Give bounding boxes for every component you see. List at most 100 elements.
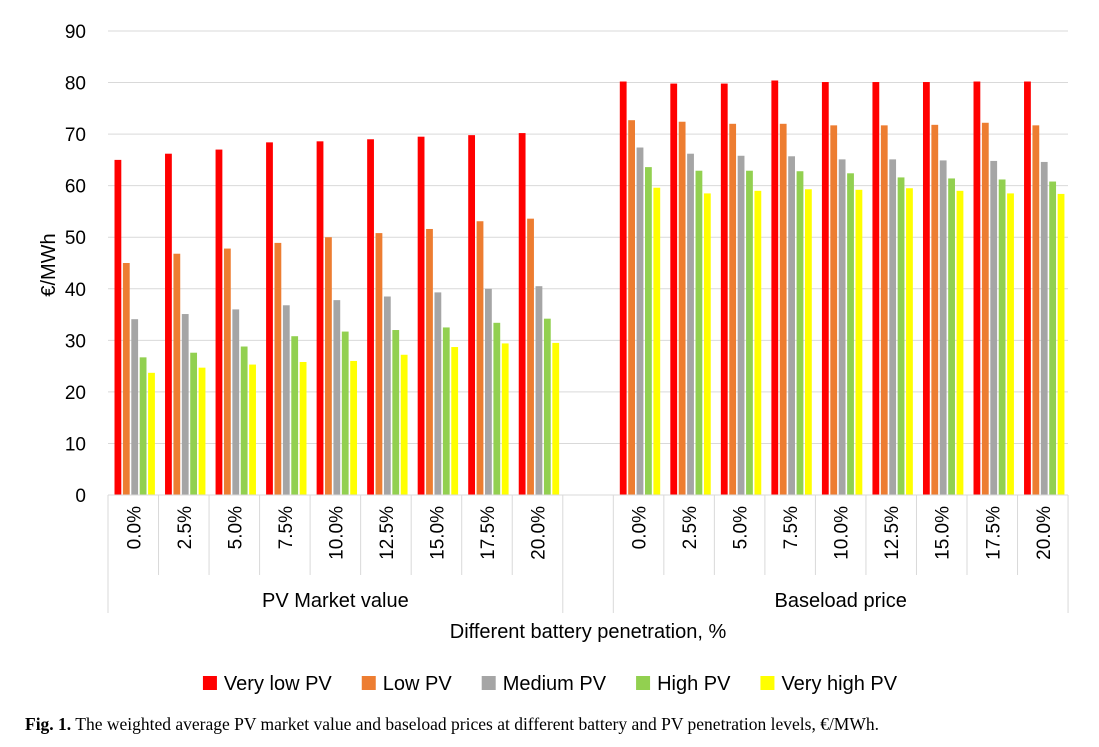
bar-1-1-s3: [190, 352, 198, 495]
bar-2-7-s1: [981, 122, 989, 495]
bar-2-0-s1: [628, 120, 635, 496]
group-label-2: Baseload price: [775, 590, 907, 612]
bar-2-0-s0: [619, 81, 627, 495]
bar-2-8-s4: [1057, 193, 1065, 495]
x-tick-label-1-2: 5.0%: [225, 506, 246, 549]
bar-1-1-s2: [181, 314, 189, 495]
bar-1-2-s3: [240, 346, 248, 495]
bar-2-0-s3: [645, 167, 652, 495]
bar-1-8-s0: [518, 133, 526, 495]
bar-2-5-s1: [880, 125, 888, 495]
bar-2-6-s3: [948, 178, 955, 495]
legend: Very low PV Low PV Medium PV High PV Very hi…: [202, 673, 898, 695]
bar-1-7-s1: [476, 221, 484, 496]
bar-1-5-s4: [400, 354, 408, 495]
bar-2-5-s3: [897, 177, 905, 495]
bar-1-8-s2: [535, 286, 543, 495]
bar-2-3-s2: [788, 156, 795, 495]
legend-swatch-1: [361, 676, 376, 690]
x-tick-label-1-6: 15.0%: [427, 506, 448, 560]
bar-1-6-s0: [417, 136, 425, 495]
bar-2-3-s3: [796, 171, 804, 495]
bar-1-5-s1: [375, 233, 383, 495]
bar-1-3-s4: [299, 361, 307, 495]
y-axis-label: €/MWh: [38, 233, 60, 296]
x-tick-label-2-7: 17.5%: [983, 506, 1004, 560]
x-tick-label-2-0: 0.0%: [630, 506, 651, 549]
bar-1-7-s0: [468, 135, 476, 496]
bar-1-8-s4: [552, 342, 560, 495]
bar-1-2-s4: [249, 364, 256, 495]
bar-1-2-s2: [232, 309, 240, 495]
x-tick-label-2-5: 12.5%: [882, 506, 903, 560]
x-tick-label-1-0: 0.0%: [124, 506, 145, 549]
x-axis: 0.0% 2.5% 5.0% 7.5% 10.0% 12.5% 15.0% 17.5% 20.0…: [107, 494, 1069, 613]
bar-2-3-s0: [771, 80, 779, 495]
bar-2-8-s0: [1024, 81, 1031, 495]
bar-2-6-s0: [922, 82, 930, 495]
caption-text: The weighted average PV market value and…: [75, 714, 880, 734]
group-label-1: PV Market value: [262, 590, 409, 612]
bar-2-8-s3: [1049, 181, 1057, 495]
legend-label-1: Low PV: [383, 673, 453, 695]
bar-1-8-s1: [527, 218, 534, 495]
legend-swatch-3: [636, 676, 651, 690]
x-tick-label-2-3: 7.5%: [781, 506, 802, 549]
bar-1-6-s2: [434, 292, 442, 495]
bar-1-3-s2: [282, 305, 290, 495]
bar-2-7-s3: [998, 179, 1006, 496]
legend-label-0: Very low PV: [224, 673, 332, 695]
bar-2-0-s4: [653, 187, 661, 495]
bar-2-4-s3: [847, 173, 854, 495]
bar-1-1-s4: [198, 367, 206, 495]
y-tick-label-7: 70: [65, 125, 86, 146]
bar-2-6-s4: [956, 190, 964, 496]
legend-swatch-2: [481, 676, 496, 690]
chart: 0 10 20 30 40 50 60 70 80 90 0.0% 2.5% 5.0% 7.5% 10.0…: [38, 22, 1069, 695]
figure-caption: Fig. 1. The weighted average PV market v…: [25, 714, 1085, 735]
bar-1-7-s4: [501, 343, 509, 495]
x-tick-label-1-3: 7.5%: [276, 506, 297, 549]
y-tick-label-6: 60: [65, 177, 86, 198]
bar-1-6-s3: [442, 327, 450, 495]
bar-2-6-s1: [931, 124, 939, 495]
bar-1-5-s0: [367, 139, 374, 495]
bar-1-4-s4: [350, 360, 358, 495]
y-tick-label-9: 90: [65, 22, 86, 43]
bar-2-2-s2: [737, 155, 745, 495]
x-tick-label-2-2: 5.0%: [731, 506, 752, 549]
y-tick-label-2: 20: [65, 383, 86, 404]
x-tick-label-2-6: 15.0%: [933, 506, 954, 560]
x-tick-label-2-4: 10.0%: [832, 506, 853, 560]
x-tick-label-1-8: 20.0%: [529, 506, 550, 560]
bar-2-2-s1: [729, 123, 737, 496]
bar-2-4-s2: [838, 159, 846, 495]
bar-1-3-s3: [291, 336, 299, 495]
bar-1-5-s2: [383, 296, 391, 495]
bar-1-0-s3: [139, 357, 147, 495]
bar-2-4-s1: [830, 125, 838, 495]
x-tick-label-1-5: 12.5%: [377, 506, 398, 560]
bar-2-2-s0: [720, 83, 728, 495]
bar-2-7-s0: [973, 81, 981, 495]
bar-2-7-s2: [990, 160, 998, 496]
y-tick-label-3: 30: [65, 331, 86, 352]
bar-1-1-s0: [165, 153, 172, 496]
bar-2-1-s4: [703, 193, 711, 495]
x-tick-label-2-1: 2.5%: [680, 506, 701, 549]
bar-1-6-s1: [426, 228, 433, 495]
bar-2-5-s0: [872, 82, 880, 495]
bar-1-0-s4: [148, 372, 155, 495]
bar-2-3-s4: [804, 189, 812, 495]
bar-1-3-s0: [266, 142, 273, 496]
bar-2-3-s1: [779, 123, 787, 496]
y-tick-label-0: 0: [75, 486, 86, 507]
bar-2-1-s0: [670, 83, 678, 495]
legend-swatch-0: [202, 676, 217, 690]
bar-2-8-s2: [1040, 161, 1048, 495]
bar-2-0-s2: [636, 147, 644, 495]
x-axis-label: Different battery penetration, %: [450, 621, 727, 643]
legend-label-3: High PV: [657, 673, 731, 695]
bar-2-6-s2: [939, 160, 947, 495]
bar-2-2-s4: [754, 190, 762, 496]
